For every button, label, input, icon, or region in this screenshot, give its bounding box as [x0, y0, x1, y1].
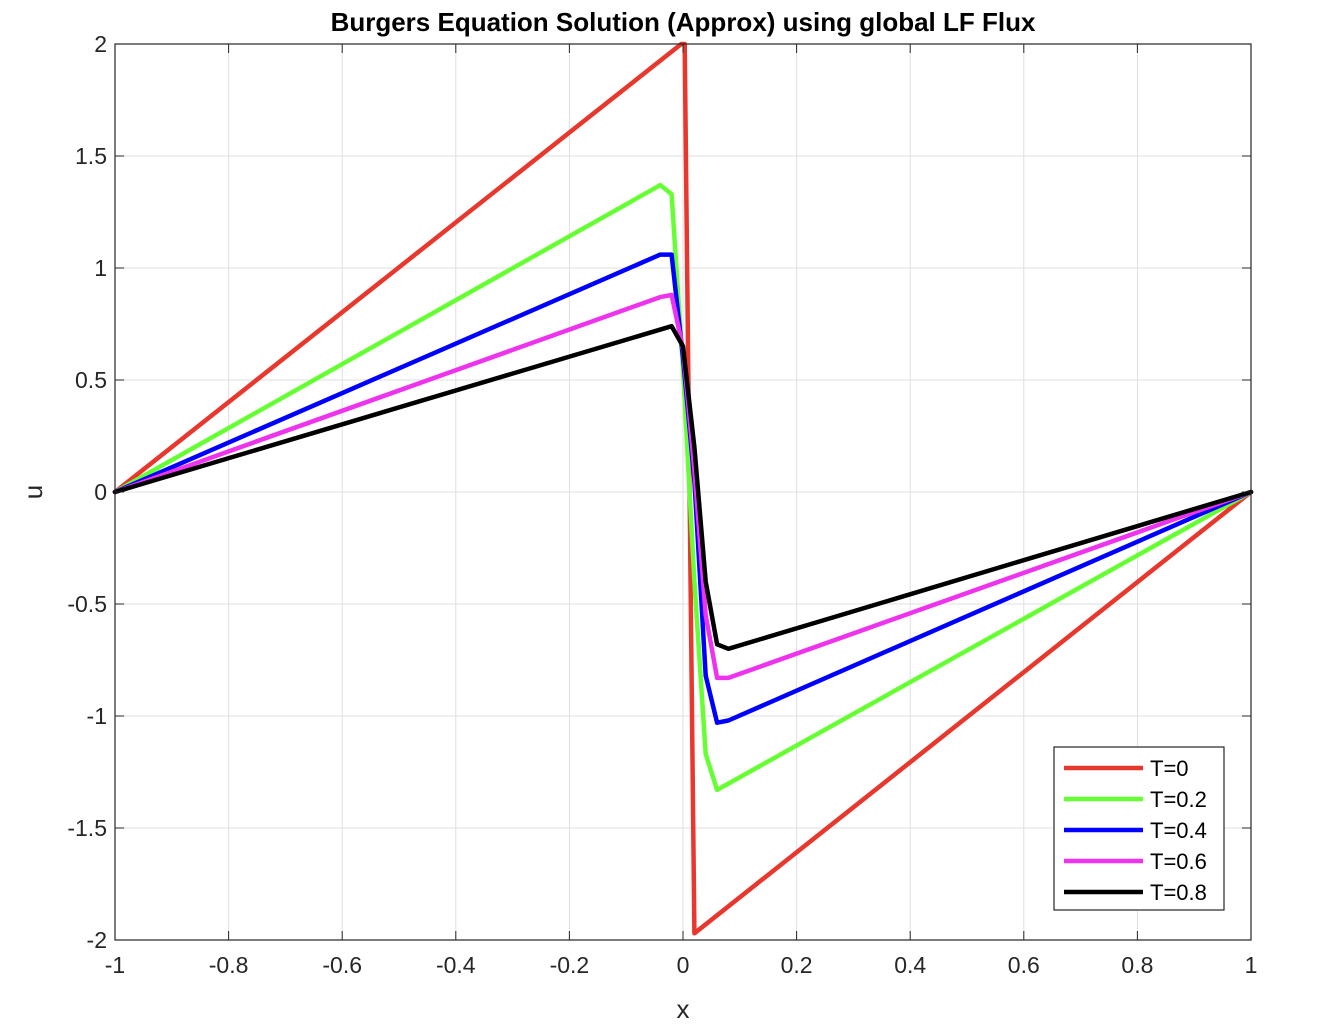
y-axis-ticks: -2 -1.5 -1 -0.5 0 0.5 1 1.5 2 [67, 31, 1251, 953]
x-tick-label: 0.8 [1121, 952, 1153, 978]
y-axis-label: u [18, 485, 48, 499]
y-tick-label: -0.5 [67, 591, 107, 617]
x-tick-label: -1 [105, 952, 125, 978]
y-tick-label: 0 [94, 479, 107, 505]
chart-title: Burgers Equation Solution (Approx) using… [331, 7, 1036, 37]
legend-label: T=0.2 [1150, 787, 1207, 812]
legend-label: T=0.6 [1150, 849, 1207, 874]
y-tick-label: -1.5 [67, 815, 107, 841]
x-tick-label: -0.6 [322, 952, 362, 978]
legend-label: T=0.4 [1150, 818, 1207, 843]
x-tick-label: 0.2 [781, 952, 813, 978]
x-tick-label: 0.4 [894, 952, 926, 978]
x-tick-label: 0.6 [1008, 952, 1040, 978]
x-axis-ticks: -1 -0.8 -0.6 -0.4 -0.2 0 0.2 0.4 0.6 0.8 1 [105, 44, 1258, 978]
series-lines [112, 41, 1254, 936]
legend-label: T=0 [1150, 756, 1189, 781]
x-axis-label: x [677, 994, 690, 1024]
y-tick-label: -2 [87, 927, 107, 953]
series-line-t-0-8 [112, 323, 1254, 652]
legend-label: T=0.8 [1150, 880, 1207, 905]
x-tick-label: -0.8 [209, 952, 249, 978]
y-tick-label: 2 [94, 31, 107, 57]
series-line-t-0-2 [112, 182, 1254, 793]
y-tick-label: -1 [87, 703, 107, 729]
x-tick-label: -0.2 [550, 952, 590, 978]
x-tick-label: -0.4 [436, 952, 476, 978]
x-tick-label: 0 [677, 952, 690, 978]
y-tick-label: 1 [94, 255, 107, 281]
x-tick-label: 1 [1245, 952, 1258, 978]
y-tick-label: 0.5 [75, 367, 107, 393]
y-tick-label: 1.5 [75, 143, 107, 169]
legend: T=0 T=0.2 T=0.4 T=0.6 T=0.8 [1053, 746, 1225, 911]
